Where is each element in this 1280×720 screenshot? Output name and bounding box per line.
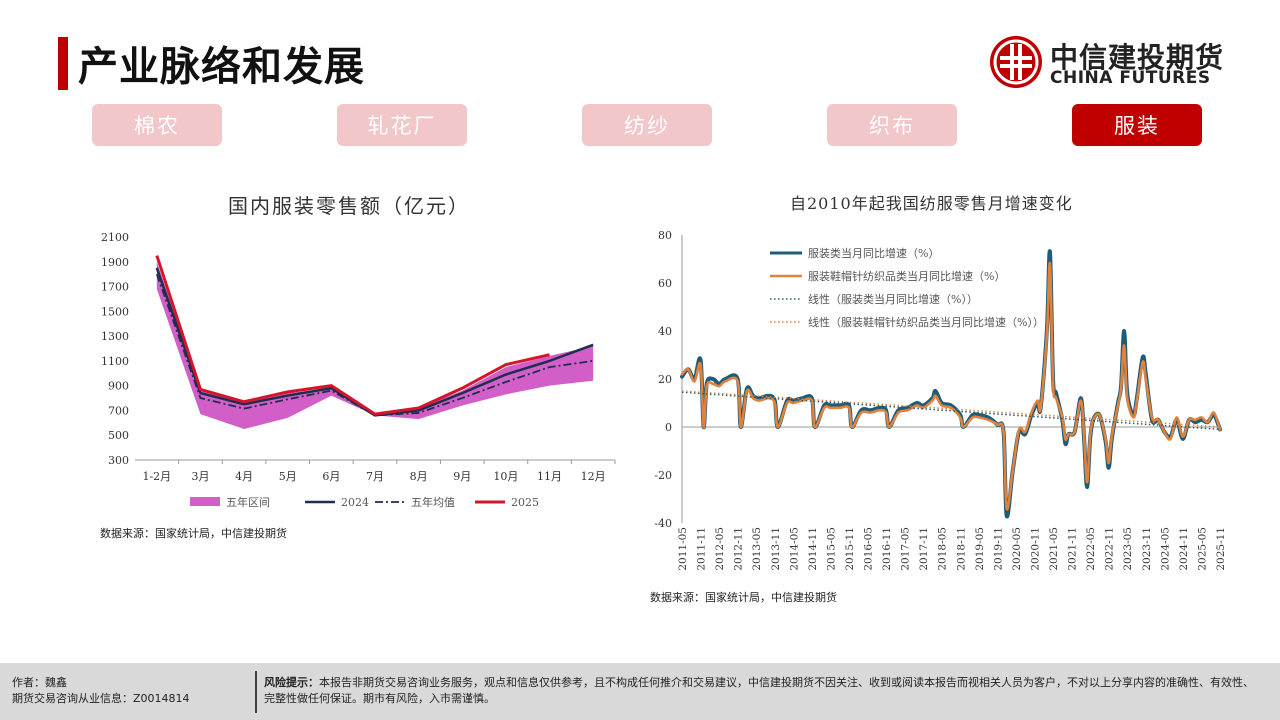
chart1-x-tick-1: 3月 (191, 470, 209, 483)
tab-ginnery[interactable]: 轧花厂 (337, 104, 467, 146)
chart1-legend-label-3: 2025 (511, 496, 539, 509)
chart2-source: 数据来源：国家统计局，中信建投期货 (650, 591, 837, 604)
chart2-x-tick-26: 2024-05 (1159, 527, 1171, 571)
footer-risk-text: 本报告非期货交易咨询业务服务，观点和信息仅供参考，且不构成任何推介和交易建议，中… (264, 676, 1254, 705)
chart2-series-3 (681, 390, 1221, 428)
chart1-x-tick-7: 9月 (453, 470, 471, 483)
chart2-series-1 (680, 261, 1222, 511)
chart1-y-tick-3: 900 (108, 380, 129, 393)
page-title: 产业脉络和发展 (78, 44, 365, 90)
chart1-y-tick-7: 1700 (101, 281, 129, 294)
chart1-y-tick-2: 700 (108, 404, 129, 417)
chart1-y-tick-1: 500 (108, 429, 129, 442)
chart2-y-tick-0: -40 (654, 517, 672, 530)
chart2-x-tick-4: 2013-05 (751, 527, 763, 571)
chart1-x-tick-0: 1-2月 (142, 470, 171, 483)
footer-divider (255, 671, 257, 713)
chart2-x-tick-23: 2022-11 (1104, 527, 1116, 571)
chart2-x-tick-11: 2016-11 (881, 527, 893, 571)
footer-license: 期货交易咨询从业信息：Z0014814 (12, 692, 190, 705)
chart2-y-tick-3: 20 (658, 373, 672, 386)
chart2-y-tick-1: -20 (654, 469, 672, 482)
chart2-x-tick-15: 2018-11 (955, 527, 967, 571)
chart1-legend-label-1: 2024 (341, 496, 369, 509)
chart1-x-tick-9: 11月 (537, 470, 562, 483)
brand-name-en: CHINA FUTURES (1050, 68, 1211, 88)
chart2-x-tick-1: 2011-11 (696, 527, 708, 571)
chart1-legend-label-0: 五年区间 (226, 495, 270, 509)
footer-risk-block: 风险提示：本报告非期货交易咨询业务服务，观点和信息仅供参考，且不构成任何推介和交… (264, 675, 1254, 707)
chart2-legend-label-0: 服装类当月同比增速（%） (808, 246, 939, 260)
footer-author: 作者：魏鑫 (12, 676, 67, 689)
chart1-apparel-retail-sales: 300 500 700 900 1100 1300 1500 1700 1900 2100 1-2月… (101, 231, 616, 509)
chart2-legend-label-1: 服装鞋帽针纺织品类当月同比增速（%） (808, 269, 1005, 283)
chart2-legend-label-2: 线性（服装类当月同比增速（%）） (808, 292, 978, 306)
chart1-x-tick-5: 7月 (366, 470, 384, 483)
chart2-x-tick-17: 2019-11 (992, 527, 1004, 571)
chart1-x-tick-6: 8月 (410, 470, 428, 483)
chart1-y-tick-8: 1900 (101, 256, 129, 269)
chart1-series-0 (155, 267, 594, 417)
chart1-band-five-year-range (156, 261, 594, 430)
chart1-y-tick-4: 1100 (101, 355, 129, 368)
chart1-y-tick-0: 300 (108, 454, 129, 467)
footer: 作者：魏鑫 期货交易咨询从业信息：Z0014814 风险提示：本报告非期货交易咨… (0, 663, 1280, 720)
footer-risk-label: 风险提示： (264, 676, 319, 689)
chart2-series-2 (681, 391, 1221, 431)
chart2-x-tick-6: 2014-05 (788, 527, 800, 571)
chart2-x-tick-8: 2015-05 (825, 527, 837, 571)
chart1-y-tick-5: 1300 (101, 330, 129, 343)
chart1-x-tick-8: 10月 (493, 470, 518, 483)
chart2-x-tick-13: 2017-11 (918, 527, 930, 571)
chart1-y-tick-6: 1500 (101, 305, 129, 318)
chart2-x-tick-20: 2021-05 (1048, 527, 1060, 571)
chart2-x-tick-22: 2022-05 (1085, 527, 1097, 571)
footer-author-block: 作者：魏鑫 期货交易咨询从业信息：Z0014814 (12, 675, 190, 707)
chart2-x-tick-7: 2014-11 (807, 527, 819, 571)
chart2-textile-apparel-growth: -40 -20 0 20 40 60 80 2011-05 2011-11 2012-05 2012… (654, 229, 1227, 571)
brand-name-cn: 中信建投期货 (1050, 41, 1225, 74)
chart1-source: 数据来源：国家统计局，中信建投期货 (100, 527, 287, 540)
chart1-legend-label-2: 五年均值 (411, 495, 455, 509)
chart2-x-tick-25: 2023-11 (1141, 527, 1153, 571)
chart1-series-2 (155, 255, 550, 416)
chart1-x-tick-4: 6月 (322, 470, 340, 483)
chart1-y-tick-9: 2100 (101, 231, 129, 244)
brand-logo-icon (990, 36, 1042, 88)
chart1-x-tick-2: 4月 (235, 470, 253, 483)
tab-apparel[interactable]: 服装 (1072, 104, 1202, 146)
chart2-y-tick-2: 0 (665, 421, 672, 434)
chart1-x-tick-3: 5月 (279, 470, 297, 483)
chart2-x-tick-28: 2025-05 (1196, 527, 1208, 571)
chart2-legend-label-3: 线性（服装鞋帽针纺织品类当月同比增速（%）） (808, 315, 1044, 329)
title-accent-bar (58, 37, 68, 90)
chart2-x-tick-9: 2015-11 (844, 527, 856, 571)
chart2-x-tick-0: 2011-05 (677, 527, 689, 571)
tab-spinning[interactable]: 纺纱 (582, 104, 712, 146)
chart2-x-tick-5: 2013-11 (770, 527, 782, 571)
chart2-x-tick-16: 2019-05 (974, 527, 986, 571)
chart2-x-tick-21: 2021-11 (1067, 527, 1079, 571)
brand-logo: 中信建投期货 CHINA FUTURES (988, 34, 1228, 94)
chart2-y-tick-6: 80 (658, 229, 672, 242)
chart2-y-tick-4: 40 (658, 325, 672, 338)
chart2-x-tick-18: 2020-05 (1011, 527, 1023, 571)
chart2-x-tick-19: 2020-11 (1029, 527, 1041, 571)
chart1-title: 国内服装零售额（亿元） (228, 194, 470, 218)
chart2-x-tick-14: 2018-05 (937, 527, 949, 571)
chart2-x-tick-3: 2012-11 (733, 527, 745, 571)
tab-weaving[interactable]: 织布 (827, 104, 957, 146)
chart2-title: 自2010年起我国纺服零售月增速变化 (790, 194, 1073, 213)
tab-cotton-farmer[interactable]: 棉农 (92, 104, 222, 146)
chart1-legend-swatch-0 (190, 497, 220, 506)
chart2-x-tick-12: 2017-05 (900, 527, 912, 571)
chart2-x-tick-10: 2016-05 (863, 527, 875, 571)
chart2-y-tick-5: 60 (658, 277, 672, 290)
chart2-x-tick-27: 2024-11 (1178, 527, 1190, 571)
chart1-x-tick-10: 12月 (581, 470, 606, 483)
chart2-x-tick-29: 2025-11 (1215, 527, 1227, 571)
chart2-x-tick-2: 2012-05 (714, 527, 726, 571)
chart2-x-tick-24: 2023-05 (1122, 527, 1134, 571)
